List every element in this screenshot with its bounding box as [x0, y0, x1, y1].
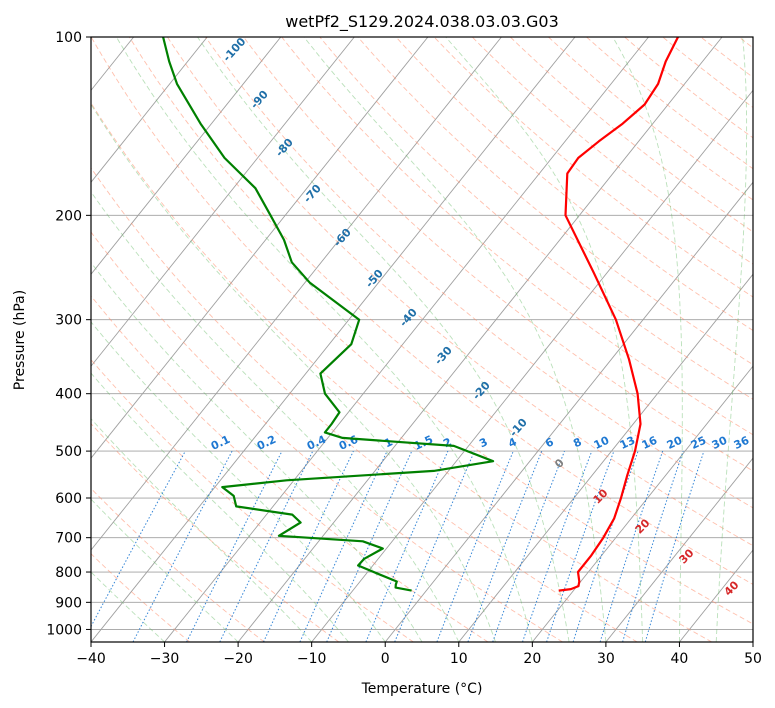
mixing-ratio-line: [263, 450, 354, 642]
dry-adiabat-line: [91, 37, 753, 625]
dry-adiabat-line: [128, 37, 753, 585]
isotherm-line: [458, 273, 753, 642]
isotherm-line: [605, 457, 753, 642]
dry-adiabat-line: [205, 37, 753, 509]
x-tick-label: 30: [597, 651, 615, 667]
y-tick-label: 700: [55, 531, 82, 547]
x-tick-label: −10: [297, 651, 327, 667]
moist-adiabat-line: [197, 37, 570, 642]
mixing-ratio-line: [186, 450, 283, 642]
isotherm-line: [0, 37, 60, 642]
series-line-red: [558, 37, 679, 592]
x-tick-label: −20: [223, 651, 253, 667]
y-tick-label: 900: [55, 595, 82, 611]
dry-adiabat-line: [395, 37, 753, 332]
dry-adiabat-line: [91, 359, 414, 642]
isotherm-line: [91, 37, 429, 459]
moist-adiabat-line: [303, 37, 607, 642]
dry-adiabat-line: [91, 487, 265, 642]
isotherm-line: [164, 37, 649, 642]
y-axis-label: Pressure (hPa): [12, 290, 28, 390]
x-tick-label: −30: [150, 651, 180, 667]
mixing-ratio-line: [522, 450, 593, 642]
plot-frame: [90, 36, 754, 643]
x-tick-label: 40: [671, 651, 689, 667]
chart-title: wetPf2_S129.2024.038.03.03.G03: [285, 12, 559, 32]
moist-adiabat-line: [91, 191, 460, 642]
mixing-ratio-label: 16: [640, 434, 660, 452]
isotherm-line: [91, 37, 355, 367]
mixing-ratio-label: 30: [710, 434, 730, 452]
x-tick-label: 20: [523, 651, 541, 667]
y-tick-label: 500: [55, 444, 82, 460]
x-tick-label: 10: [450, 651, 468, 667]
moist-adiabat-line: [91, 418, 313, 642]
mixing-ratio-line: [299, 450, 388, 642]
x-tick-label: −40: [76, 651, 106, 667]
dry-adiabat-line: [91, 102, 713, 642]
mixing-ratio-line: [436, 450, 514, 642]
mixing-ratio-line: [644, 450, 705, 642]
axes: −40 −30 −20 −10 0 10 20 30 40 50 100 200 300 400 500 60…: [46, 30, 762, 667]
mixing-ratio-label: 20: [665, 434, 685, 452]
x-axis-label: Temperature (°C): [361, 681, 483, 697]
dry-adiabat-line: [433, 37, 753, 298]
mixing-ratio-line: [492, 450, 565, 642]
dry-adiabat-line: [91, 295, 489, 642]
series-line-green: [162, 37, 495, 592]
isotherm-line: [91, 37, 282, 275]
y-tick-label: 200: [55, 208, 82, 224]
isotherm-line: [531, 365, 753, 642]
mixing-ratio-label: 10: [592, 434, 612, 452]
mixing-ratio-line: [132, 450, 233, 642]
mixing-ratio-line: [467, 450, 543, 642]
y-tick-label: 800: [55, 565, 82, 581]
dry-adiabat-line: [91, 423, 340, 642]
mixing-ratio-line: [394, 450, 475, 642]
x-tick-label: 50: [744, 651, 762, 667]
profile-series: [162, 37, 679, 592]
mixing-ratio-label: 36: [732, 434, 752, 452]
moist-adiabat-line: [612, 37, 683, 642]
moist-adiabat-line: [91, 498, 239, 642]
y-tick-label: 600: [55, 491, 82, 507]
moist-adiabat-line: [715, 37, 748, 642]
moist-adiabat-line: [91, 321, 386, 642]
y-tick-label: 100: [55, 30, 82, 46]
dry-adiabat-line: [357, 37, 753, 366]
dry-adiabat-line: [319, 37, 753, 400]
isotherm-line: [752, 641, 753, 642]
y-tick-label: 1000: [46, 622, 82, 638]
dry-adiabat-line: [548, 37, 753, 201]
dry-adiabat-line: [91, 167, 638, 642]
y-tick-label: 300: [55, 313, 82, 329]
background-reference-lines: [0, 37, 753, 642]
x-tick-label: 0: [381, 651, 390, 667]
isotherm-line: [237, 37, 723, 642]
dry-adiabat-line: [471, 37, 753, 265]
mixing-ratio-line: [572, 450, 639, 642]
mixing-ratio-label: 25: [689, 434, 708, 452]
isotherm-line: [91, 37, 208, 183]
mixing-ratio-line: [365, 450, 449, 642]
mixing-ratio-line: [622, 450, 684, 642]
y-tick-label: 400: [55, 387, 82, 403]
mixing-ratio-line: [599, 450, 664, 642]
plot-area: [91, 37, 753, 642]
mixing-ratio-label: 13: [618, 434, 637, 452]
isotherm-line: [91, 37, 502, 551]
mixing-ratio-line: [546, 450, 615, 642]
moist-adiabat-line: [116, 37, 533, 642]
dry-adiabat-line: [91, 231, 563, 642]
moist-adiabat-line: [91, 261, 423, 642]
mixing-ratio-line: [91, 450, 186, 628]
isotherm-line: [91, 37, 576, 642]
isotherm-line: [384, 181, 753, 642]
moist-adiabat-line: [445, 37, 644, 642]
dry-adiabat-line: [509, 37, 753, 233]
dry-adiabat-line: [167, 37, 753, 547]
dry-adiabat-line: [243, 37, 753, 472]
